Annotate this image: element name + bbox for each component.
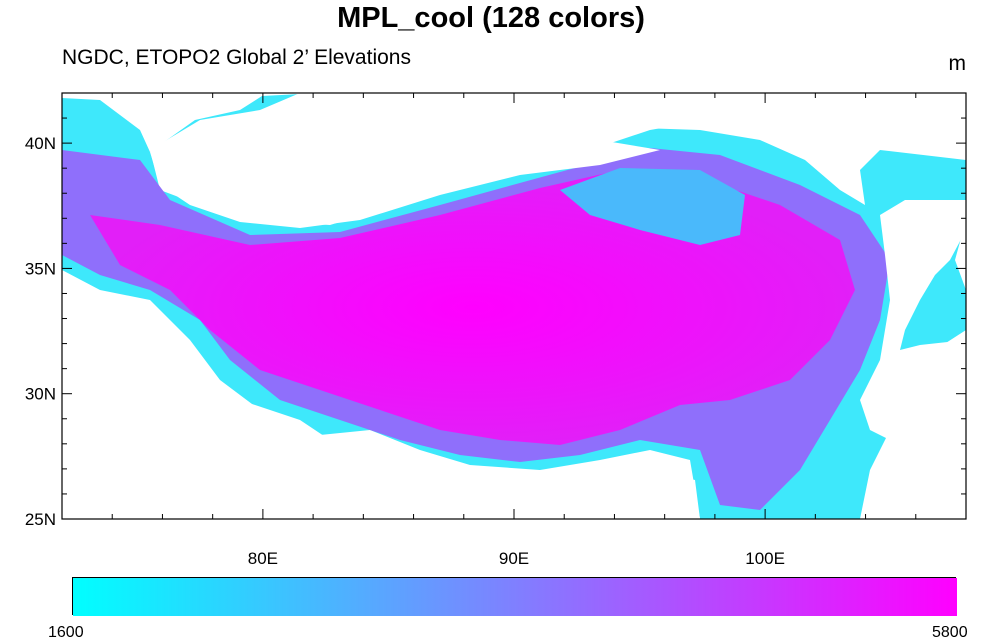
ganges-plain bbox=[62, 380, 700, 519]
colorbar bbox=[72, 577, 957, 616]
tarim-basin-below-range bbox=[62, 93, 966, 205]
y-tick-label: 25N bbox=[25, 510, 56, 529]
high-plateau-region bbox=[90, 170, 855, 445]
elevation-field bbox=[62, 93, 966, 519]
y-tick-label: 35N bbox=[25, 259, 56, 278]
colorbar-min-label: 1600 bbox=[48, 624, 84, 641]
x-tick-label: 90E bbox=[499, 549, 529, 568]
x-tick-label: 100E bbox=[745, 549, 785, 568]
x-tick-label: 80E bbox=[248, 549, 278, 568]
axis-ticks bbox=[61, 92, 967, 520]
colorbar-gradient bbox=[73, 578, 957, 616]
y-tick-label: 30N bbox=[25, 385, 56, 404]
qaidam-basin bbox=[560, 168, 745, 245]
tarim-basin-interior bbox=[150, 100, 660, 228]
units-label: m bbox=[948, 52, 967, 75]
dataset-subtitle: NGDC, ETOPO2 Global 2’ Elevations bbox=[62, 46, 411, 69]
axis-tick-labels: 80E 90E 100E 40N 35N 30N 25N bbox=[25, 134, 785, 568]
east-lowland-below-range bbox=[860, 200, 966, 519]
plot-title: MPL_cool (128 colors) bbox=[337, 2, 645, 34]
colorbar-max-label: 5800 bbox=[932, 624, 968, 641]
y-tick-label: 40N bbox=[25, 134, 56, 153]
